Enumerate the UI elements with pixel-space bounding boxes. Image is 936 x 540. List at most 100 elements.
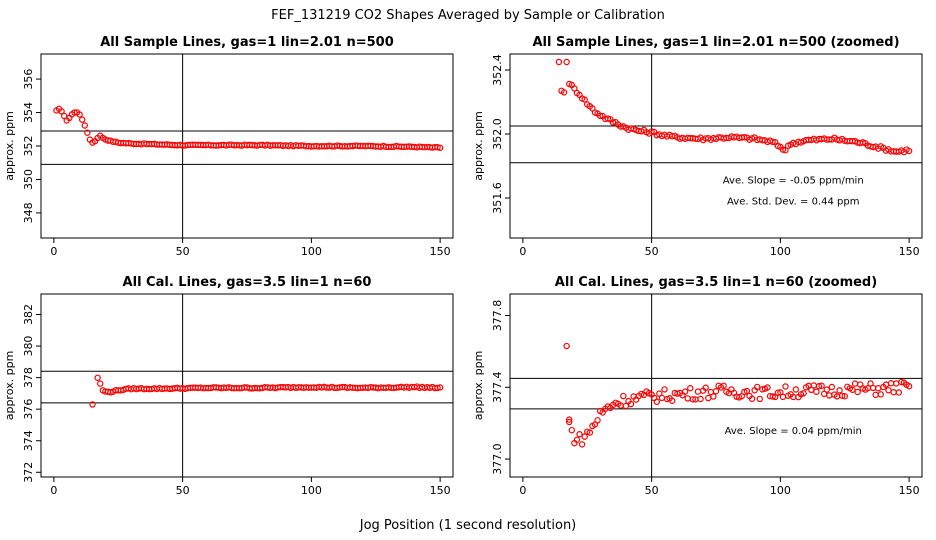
- data-point: [764, 384, 771, 391]
- data-point: [720, 382, 727, 389]
- panel-3: All Cal. Lines, gas=3.5 lin=1 n=60 approx…: [3, 275, 454, 497]
- data-point: [684, 395, 691, 402]
- data-point: [705, 394, 712, 402]
- data-point: [581, 96, 588, 103]
- data-point: [877, 391, 885, 398]
- data-point: [658, 394, 666, 402]
- data-point: [594, 417, 601, 424]
- data-point: [681, 388, 689, 395]
- data-point: [94, 374, 101, 381]
- data-point: [905, 147, 913, 155]
- data-point: [849, 386, 856, 393]
- panel-2: All Sample Lines, gas=1 lin=2.01 n=500 (…: [472, 35, 923, 258]
- y-tick-label: 351.6: [491, 182, 504, 214]
- data-point: [71, 109, 78, 116]
- data-point: [702, 384, 709, 391]
- panel-title: All Sample Lines, gas=1 lin=2.01 n=500 (…: [532, 35, 899, 50]
- data-point: [434, 144, 441, 151]
- panels: All Sample Lines, gas=1 lin=2.01 n=500 ap…: [3, 35, 923, 497]
- y-tick-label: 377.0: [491, 443, 504, 475]
- figure-x-axis-label: Jog Position (1 second resolution): [359, 518, 577, 533]
- data-point: [813, 388, 820, 395]
- data-point: [436, 144, 444, 152]
- data-point: [653, 398, 660, 405]
- x-tick-label: 100: [770, 245, 791, 258]
- panel-4: All Cal. Lines, gas=3.5 lin=1 n=60 (zoom…: [472, 275, 923, 497]
- y-axis-label: approx. ppm: [472, 111, 485, 181]
- data-point: [669, 397, 676, 404]
- data-point: [872, 391, 879, 399]
- data-points: [89, 374, 444, 408]
- y-tick-label: 377.4: [491, 372, 504, 404]
- data-point: [573, 436, 581, 443]
- data-point: [769, 138, 776, 146]
- data-point: [78, 116, 86, 123]
- data-point: [622, 402, 630, 410]
- data-point: [800, 390, 807, 397]
- data-point: [648, 128, 655, 135]
- x-tick-label: 150: [430, 484, 451, 497]
- data-point: [754, 383, 761, 391]
- data-point: [777, 389, 784, 396]
- data-point: [576, 431, 583, 438]
- data-point: [779, 393, 787, 401]
- annotation: Ave. Slope = -0.05 ppm/min: [723, 176, 864, 187]
- y-axis-label: approx. ppm: [3, 351, 16, 421]
- data-point: [81, 122, 88, 129]
- data-point: [854, 388, 861, 396]
- data-point: [826, 392, 833, 399]
- data-point: [810, 382, 818, 389]
- x-tick-label: 100: [301, 484, 322, 497]
- x-tick-label: 0: [519, 484, 526, 497]
- data-point: [436, 384, 444, 391]
- x-tick-label: 50: [645, 484, 659, 497]
- data-point: [609, 119, 617, 126]
- x-tick-label: 50: [645, 245, 659, 258]
- data-point: [815, 383, 823, 390]
- y-tick-label: 376: [22, 399, 35, 420]
- x-tick-label: 0: [50, 484, 57, 497]
- data-point: [581, 433, 588, 440]
- y-tick-label: 352.0: [491, 118, 504, 150]
- y-tick-label: 350: [22, 169, 35, 190]
- data-point: [84, 129, 91, 136]
- y-tick-label: 352.4: [491, 54, 504, 86]
- data-point: [89, 401, 96, 408]
- figure-title: FEF_131219 CO2 Shapes Averaged by Sample…: [271, 8, 665, 23]
- annotation: Ave. Std. Dev. = 0.44 ppm: [727, 196, 859, 207]
- plot-frame: [509, 53, 923, 239]
- y-tick-label: 352: [22, 136, 35, 157]
- data-point: [885, 387, 892, 394]
- x-tick-label: 100: [301, 245, 322, 258]
- data-point: [823, 386, 830, 393]
- panel-1: All Sample Lines, gas=1 lin=2.01 n=500 ap…: [3, 35, 454, 258]
- data-point: [560, 89, 568, 96]
- data-point: [818, 382, 825, 389]
- data-point: [748, 395, 756, 402]
- data-point: [782, 383, 789, 390]
- annotation: Ave. Slope = 0.04 ppm/min: [725, 426, 862, 437]
- data-point: [792, 386, 800, 393]
- y-tick-label: 348: [22, 202, 35, 223]
- data-points: [555, 58, 913, 156]
- data-point: [898, 378, 905, 386]
- data-point: [869, 384, 877, 392]
- data-point: [774, 389, 782, 397]
- data-point: [563, 58, 570, 66]
- data-point: [563, 342, 570, 350]
- data-point: [769, 393, 776, 400]
- data-point: [905, 383, 913, 390]
- data-point: [566, 418, 573, 426]
- data-point: [555, 58, 563, 66]
- data-points: [563, 342, 913, 448]
- y-axis-label: approx. ppm: [472, 351, 485, 421]
- x-tick-label: 150: [899, 245, 920, 258]
- data-point: [58, 108, 65, 115]
- data-point: [694, 388, 702, 395]
- data-point: [851, 380, 859, 387]
- data-point: [434, 384, 441, 392]
- data-point: [697, 395, 704, 403]
- data-point: [779, 146, 787, 153]
- data-point: [687, 385, 694, 392]
